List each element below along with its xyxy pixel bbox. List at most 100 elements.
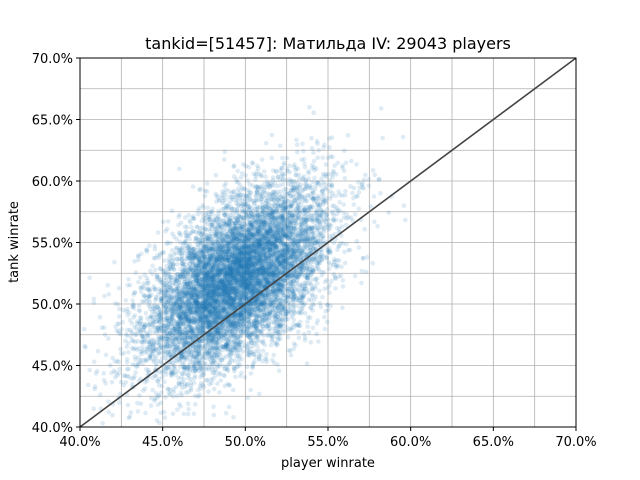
scatter-point (228, 218, 233, 224)
scatter-point (208, 277, 214, 282)
scatter-point (296, 329, 301, 335)
scatter-point (179, 299, 185, 305)
scatter-point (246, 240, 252, 246)
scatter-point (289, 226, 294, 232)
scatter-point (253, 325, 259, 331)
scatter-point (289, 199, 295, 205)
scatter-point (230, 387, 236, 393)
scatter-point (225, 285, 231, 290)
scatter-point (227, 321, 232, 326)
scatter-point (263, 255, 268, 260)
scatter-point (259, 273, 265, 278)
scatter-point (222, 157, 227, 162)
scatter-point (289, 273, 295, 278)
scatter-point (324, 207, 330, 212)
chart-title: tankid=[51457]: Матильда IV: 29043 playe… (145, 34, 511, 53)
scatter-point (288, 241, 294, 246)
scatter-point (172, 330, 178, 336)
scatter-point (268, 342, 274, 348)
scatter-point (287, 163, 292, 169)
scatter-point (237, 290, 243, 295)
scatter-point (258, 193, 263, 198)
scatter-point (173, 298, 179, 304)
scatter-point (205, 313, 211, 319)
scatter-point (288, 352, 294, 358)
scatter-point (213, 284, 218, 290)
scatter-point (291, 229, 296, 234)
scatter-point (302, 182, 308, 187)
scatter-point (260, 269, 266, 275)
scatter-point (167, 266, 173, 271)
scatter-point (239, 214, 244, 220)
scatter-point (169, 313, 175, 318)
scatter-point (269, 275, 275, 281)
scatter-point (227, 239, 233, 245)
scatter-point (166, 260, 172, 265)
scatter-point (322, 326, 328, 332)
scatter-point (270, 271, 276, 277)
scatter-point (190, 268, 196, 274)
scatter-point (186, 316, 191, 321)
scatter-point (329, 135, 335, 140)
scatter-point (228, 265, 234, 271)
scatter-point (213, 369, 219, 374)
scatter-point (309, 166, 315, 171)
scatter-point (259, 265, 265, 271)
scatter-point (110, 355, 116, 361)
scatter-point (291, 290, 296, 296)
scatter-point (210, 245, 215, 251)
scatter-point (241, 290, 247, 295)
scatter-point (254, 190, 260, 195)
scatter-point (150, 263, 155, 269)
scatter-point (179, 385, 185, 391)
scatter-point (236, 245, 242, 251)
scatter-point (232, 314, 237, 320)
scatter-point (239, 287, 244, 292)
scatter-point (198, 316, 203, 322)
scatter-point (198, 309, 204, 314)
scatter-point (202, 360, 207, 366)
scatter-point (168, 370, 174, 375)
scatter-point (105, 283, 111, 288)
scatter-point (132, 313, 138, 318)
scatter-point (222, 149, 228, 155)
scatter-point (310, 196, 316, 201)
scatter-point (176, 214, 181, 220)
scatter-point (202, 291, 208, 296)
scatter-point (154, 304, 160, 310)
scatter-point (323, 309, 329, 314)
scatter-point (250, 183, 255, 188)
scatter-point (307, 216, 312, 222)
scatter-point (267, 311, 273, 316)
scatter-point (219, 242, 225, 248)
scatter-point (237, 262, 242, 267)
scatter-point (323, 200, 329, 205)
scatter-point (228, 274, 233, 280)
scatter-point (262, 253, 268, 258)
scatter-point (220, 282, 226, 288)
scatter-point (309, 239, 315, 244)
scatter-point (106, 336, 111, 341)
scatter-point (229, 290, 234, 296)
scatter-point (303, 236, 308, 242)
scatter-point (327, 196, 333, 201)
scatter-point (280, 220, 286, 225)
scatter-point (327, 266, 332, 272)
scatter-point (183, 340, 188, 346)
scatter-point (272, 243, 278, 248)
scatter-point (312, 167, 317, 173)
scatter-point (236, 301, 241, 306)
scatter-point (239, 319, 244, 325)
scatter-point (203, 280, 208, 286)
scatter-point (262, 268, 268, 274)
scatter-point (194, 303, 200, 309)
scatter-point (204, 298, 210, 303)
scatter-point (257, 322, 263, 328)
scatter-point (305, 324, 311, 330)
scatter-point (162, 343, 167, 349)
scatter-point (248, 290, 254, 295)
scatter-point (254, 298, 259, 303)
scatter-point (200, 276, 205, 282)
scatter-point (188, 254, 193, 259)
scatter-point (220, 207, 225, 212)
